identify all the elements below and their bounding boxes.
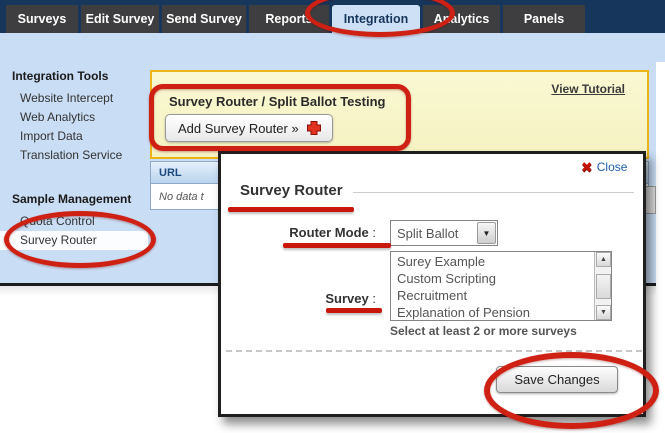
list-item[interactable]: Explanation of Pension xyxy=(397,305,530,320)
sidebar-section-sample-management: Sample Management xyxy=(12,192,132,206)
list-item[interactable]: Custom Scripting xyxy=(397,271,496,286)
tab-reports[interactable]: Reports xyxy=(249,5,329,33)
save-changes-button[interactable]: Save Changes xyxy=(496,366,618,393)
survey-router-panel: Survey Router / Split Ballot Testing Add… xyxy=(150,70,649,159)
page-right-margin xyxy=(656,62,665,285)
scrollbar-thumb[interactable] xyxy=(596,274,611,299)
scroll-down-icon[interactable]: ▼ xyxy=(596,305,611,320)
survey-label-text: Survey xyxy=(325,291,369,306)
dialog-title: Survey Router xyxy=(240,182,343,199)
close-button[interactable]: ✖ Close xyxy=(581,160,627,174)
router-mode-select[interactable]: Split Ballot ▼ xyxy=(390,220,498,246)
listbox-scrollbar[interactable]: ▲ ▼ xyxy=(594,252,611,320)
close-x-icon: ✖ xyxy=(581,159,593,175)
survey-router-dialog: ✖ Close Survey Router Router Mode : Spli… xyxy=(218,151,646,417)
tab-surveys[interactable]: Surveys xyxy=(6,5,78,33)
panel-title: Survey Router / Split Ballot Testing xyxy=(169,94,386,109)
dropdown-arrow-icon[interactable]: ▼ xyxy=(477,222,496,244)
sidebar-section-integration-tools: Integration Tools xyxy=(12,69,109,83)
sidebar-item-import-data[interactable]: Import Data xyxy=(20,129,83,143)
router-mode-label-text: Router Mode xyxy=(289,225,369,240)
sidebar-item-survey-router[interactable]: Survey Router xyxy=(0,231,148,250)
sidebar-item-translation-service[interactable]: Translation Service xyxy=(20,148,123,162)
list-item[interactable]: Recruitment xyxy=(397,288,468,303)
survey-colon: : xyxy=(372,291,376,306)
sidebar-item-quota-control[interactable]: Quota Control xyxy=(20,214,95,228)
add-survey-router-button[interactable]: Add Survey Router » xyxy=(165,114,333,142)
close-label: Close xyxy=(596,160,628,174)
router-mode-value: Split Ballot xyxy=(397,225,459,241)
plus-icon xyxy=(306,120,322,136)
dialog-footer-divider xyxy=(226,350,642,352)
router-mode-label: Router Mode : xyxy=(221,225,376,240)
view-tutorial-link[interactable]: View Tutorial xyxy=(551,82,625,96)
title-divider-line xyxy=(352,192,634,193)
sidebar-item-web-analytics[interactable]: Web Analytics xyxy=(20,110,96,124)
survey-list-items: Surey Example Custom Scripting Recruitme… xyxy=(391,252,594,320)
top-navbar: Surveys Edit Survey Send Survey Reports … xyxy=(0,0,665,33)
survey-listbox[interactable]: Surey Example Custom Scripting Recruitme… xyxy=(390,251,612,321)
add-survey-router-label: Add Survey Router » xyxy=(178,120,299,136)
sidebar: Integration Tools Website Intercept Web … xyxy=(0,33,148,285)
dialog-title-row: Survey Router xyxy=(240,182,634,199)
list-item[interactable]: Surey Example xyxy=(397,254,486,269)
survey-label: Survey : xyxy=(221,291,376,306)
tab-analytics[interactable]: Analytics xyxy=(423,5,500,33)
tab-panels[interactable]: Panels xyxy=(503,5,585,33)
tab-edit-survey[interactable]: Edit Survey xyxy=(81,5,159,33)
tab-send-survey[interactable]: Send Survey xyxy=(162,5,246,33)
survey-selection-hint: Select at least 2 or more surveys xyxy=(390,324,577,338)
tab-integration[interactable]: Integration xyxy=(332,5,420,33)
scroll-up-icon[interactable]: ▲ xyxy=(596,252,611,267)
router-mode-colon: : xyxy=(372,225,376,240)
sidebar-item-website-intercept[interactable]: Website Intercept xyxy=(20,91,114,105)
